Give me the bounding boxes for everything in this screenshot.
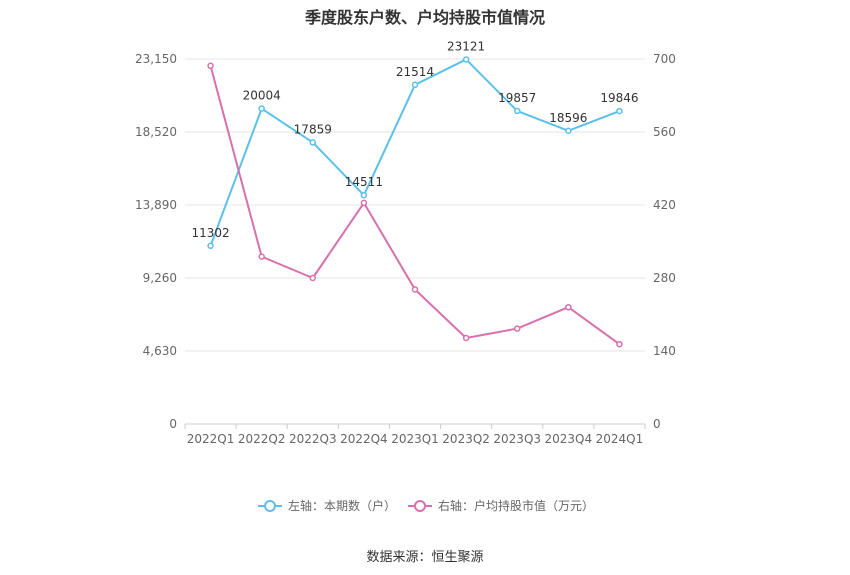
left-axis: 0 4,630 9,260 13,890 18,520 23,150 [135,52,177,431]
data-point [616,340,623,348]
legend-item-2[interactable]: 右轴：户均持股市值（万元） [408,498,594,513]
data-label: 18596 [549,111,587,125]
right-tick-label: 280 [653,271,676,285]
legend-label: 左轴：本期数（户） [288,498,396,513]
data-source: 数据来源：恒生聚源 [366,550,484,565]
data-point [360,199,368,207]
data-point [462,56,470,63]
data-point [207,242,214,250]
x-tick-label: 2023Q2 [442,432,490,446]
x-tick-label: 2023Q4 [545,432,593,446]
right-tick-label: 560 [653,125,676,139]
data-point [513,325,521,332]
data-point [309,139,317,146]
data-point [411,81,419,89]
x-tick-label: 2023Q1 [391,432,439,446]
data-point [309,274,317,282]
legend-swatch-marker [264,500,276,512]
data-label: 20004 [243,89,281,103]
right-tick-label: 140 [653,344,676,358]
x-tick-label: 2023Q3 [493,432,541,446]
right-axis: 0 140 280 420 560 700 [653,52,676,431]
left-tick-label: 18,520 [135,125,177,139]
x-tick-label: 2022Q2 [238,432,286,446]
legend[interactable]: 左轴：本期数（户） 右轴：户均持股市值（万元） [258,498,594,513]
data-label: 17859 [294,122,332,136]
legend-swatch-marker [414,500,426,512]
data-point [513,107,521,115]
left-tick-label: 9,260 [143,271,177,285]
legend-label: 右轴：户均持股市值（万元） [438,498,594,513]
right-tick-label: 420 [653,198,676,212]
data-label: 23121 [447,39,485,53]
data-label: 19846 [600,91,638,105]
data-point [207,62,214,70]
data-point [258,105,265,112]
data-label: 19857 [498,91,536,105]
data-point [360,191,368,199]
x-tick-label: 2022Q4 [340,432,388,446]
left-tick-label: 0 [169,417,177,431]
data-point [462,334,470,342]
data-point [565,303,572,311]
data-point [565,127,572,135]
legend-item-1[interactable]: 左轴：本期数（户） [258,498,396,513]
chart-title: 季度股东户数、户均持股市值情况 [304,8,545,27]
data-point [616,107,623,115]
data-point [258,253,265,260]
x-axis: 2022Q1 2022Q2 2022Q3 2022Q4 2023Q1 2023Q2 2023… [184,424,646,446]
series-layer: 11302 20004 17859 14511 21514 23121 19857 18596… [191,39,639,348]
x-tick-label: 2022Q1 [187,432,235,446]
x-tick-label: 2022Q3 [289,432,337,446]
left-tick-label: 4,630 [143,344,177,358]
data-label: 11302 [191,226,229,240]
data-label: 21514 [396,65,434,79]
data-label: 14511 [345,175,383,189]
left-tick-label: 13,890 [135,198,177,212]
right-tick-label: 700 [653,52,676,66]
x-tick-label: 2024Q1 [596,432,644,446]
left-tick-label: 23,150 [135,52,177,66]
right-tick-label: 0 [653,417,661,431]
data-point [411,286,419,293]
